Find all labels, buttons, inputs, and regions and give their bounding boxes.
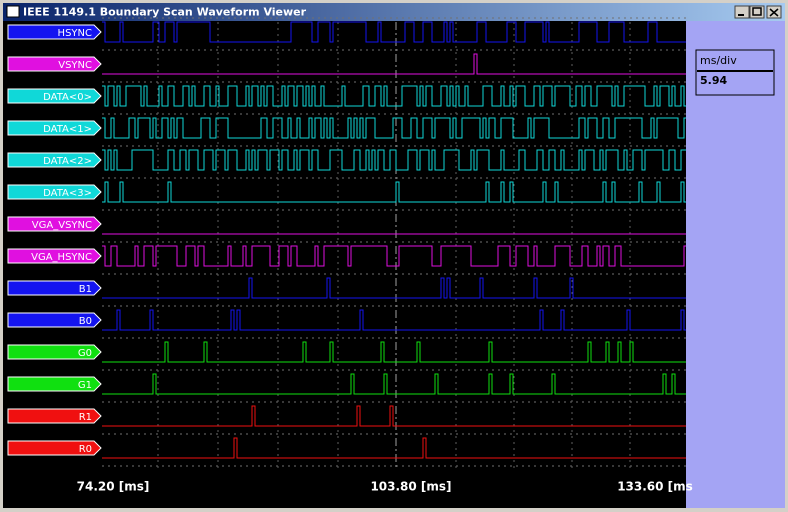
waveform xyxy=(102,437,686,459)
waveform xyxy=(102,181,686,203)
title-bar xyxy=(3,3,785,21)
signal-name: VGA_VSYNC xyxy=(32,220,92,231)
signal-tag xyxy=(7,440,102,456)
signal-tag xyxy=(7,312,102,328)
waveforms xyxy=(102,21,686,459)
time-label: 133.60 [ms xyxy=(617,480,693,494)
scale-label: ms/div xyxy=(700,54,737,67)
signal-name: VGA_HSYNC xyxy=(31,252,92,263)
waveform xyxy=(102,85,686,107)
window-title: IEEE 1149.1 Boundary Scan Waveform Viewe… xyxy=(23,6,307,19)
time-label: 103.80 [ms] xyxy=(370,480,451,494)
signal-name: DATA<2> xyxy=(43,156,92,167)
scale-box xyxy=(695,49,775,96)
signal-tag xyxy=(7,408,102,424)
signal-tag xyxy=(7,248,102,264)
waveform xyxy=(102,277,686,299)
signal-name: G0 xyxy=(78,348,92,359)
waveform xyxy=(102,245,686,267)
signal-tag xyxy=(7,152,102,168)
waveform xyxy=(102,405,686,427)
waveform xyxy=(102,309,686,331)
signal-name: R1 xyxy=(79,412,92,423)
minimize-button[interactable] xyxy=(734,5,750,19)
signal-name: B1 xyxy=(79,284,92,295)
signal-tag xyxy=(7,280,102,296)
close-icon xyxy=(769,8,779,17)
signal-tag xyxy=(7,56,102,72)
waveform xyxy=(102,117,686,139)
signal-name: DATA<1> xyxy=(43,124,92,135)
signal-name: R0 xyxy=(79,444,92,455)
signal-name: G1 xyxy=(78,380,92,391)
side-panel xyxy=(686,21,785,508)
signal-name: VSYNC xyxy=(58,60,92,71)
waveform xyxy=(102,21,686,43)
window-icon xyxy=(6,5,20,18)
signal-name: HSYNC xyxy=(58,28,92,39)
signal-name: B0 xyxy=(79,316,92,327)
signal-tag xyxy=(7,120,102,136)
signal-tag xyxy=(7,344,102,360)
grid xyxy=(102,17,686,470)
waveform xyxy=(102,341,686,363)
scale-value: 5.94 xyxy=(700,74,727,87)
signal-tag xyxy=(7,88,102,104)
signal-name: DATA<0> xyxy=(43,92,92,103)
maximize-icon xyxy=(752,7,762,16)
title-buttons xyxy=(734,5,782,19)
signal-tag xyxy=(7,376,102,392)
signal-tag xyxy=(7,184,102,200)
signal-labels: HSYNC VSYNC DATA<0> DATA<1> DATA<2> DATA<3> VG… xyxy=(7,24,102,456)
signal-name: DATA<3> xyxy=(43,188,92,199)
time-label: 74.20 [ms] xyxy=(77,480,150,494)
signal-tag xyxy=(7,24,102,40)
waveform xyxy=(102,373,686,395)
signal-tag xyxy=(7,216,102,232)
waveform xyxy=(102,53,686,75)
waveform xyxy=(102,149,686,171)
